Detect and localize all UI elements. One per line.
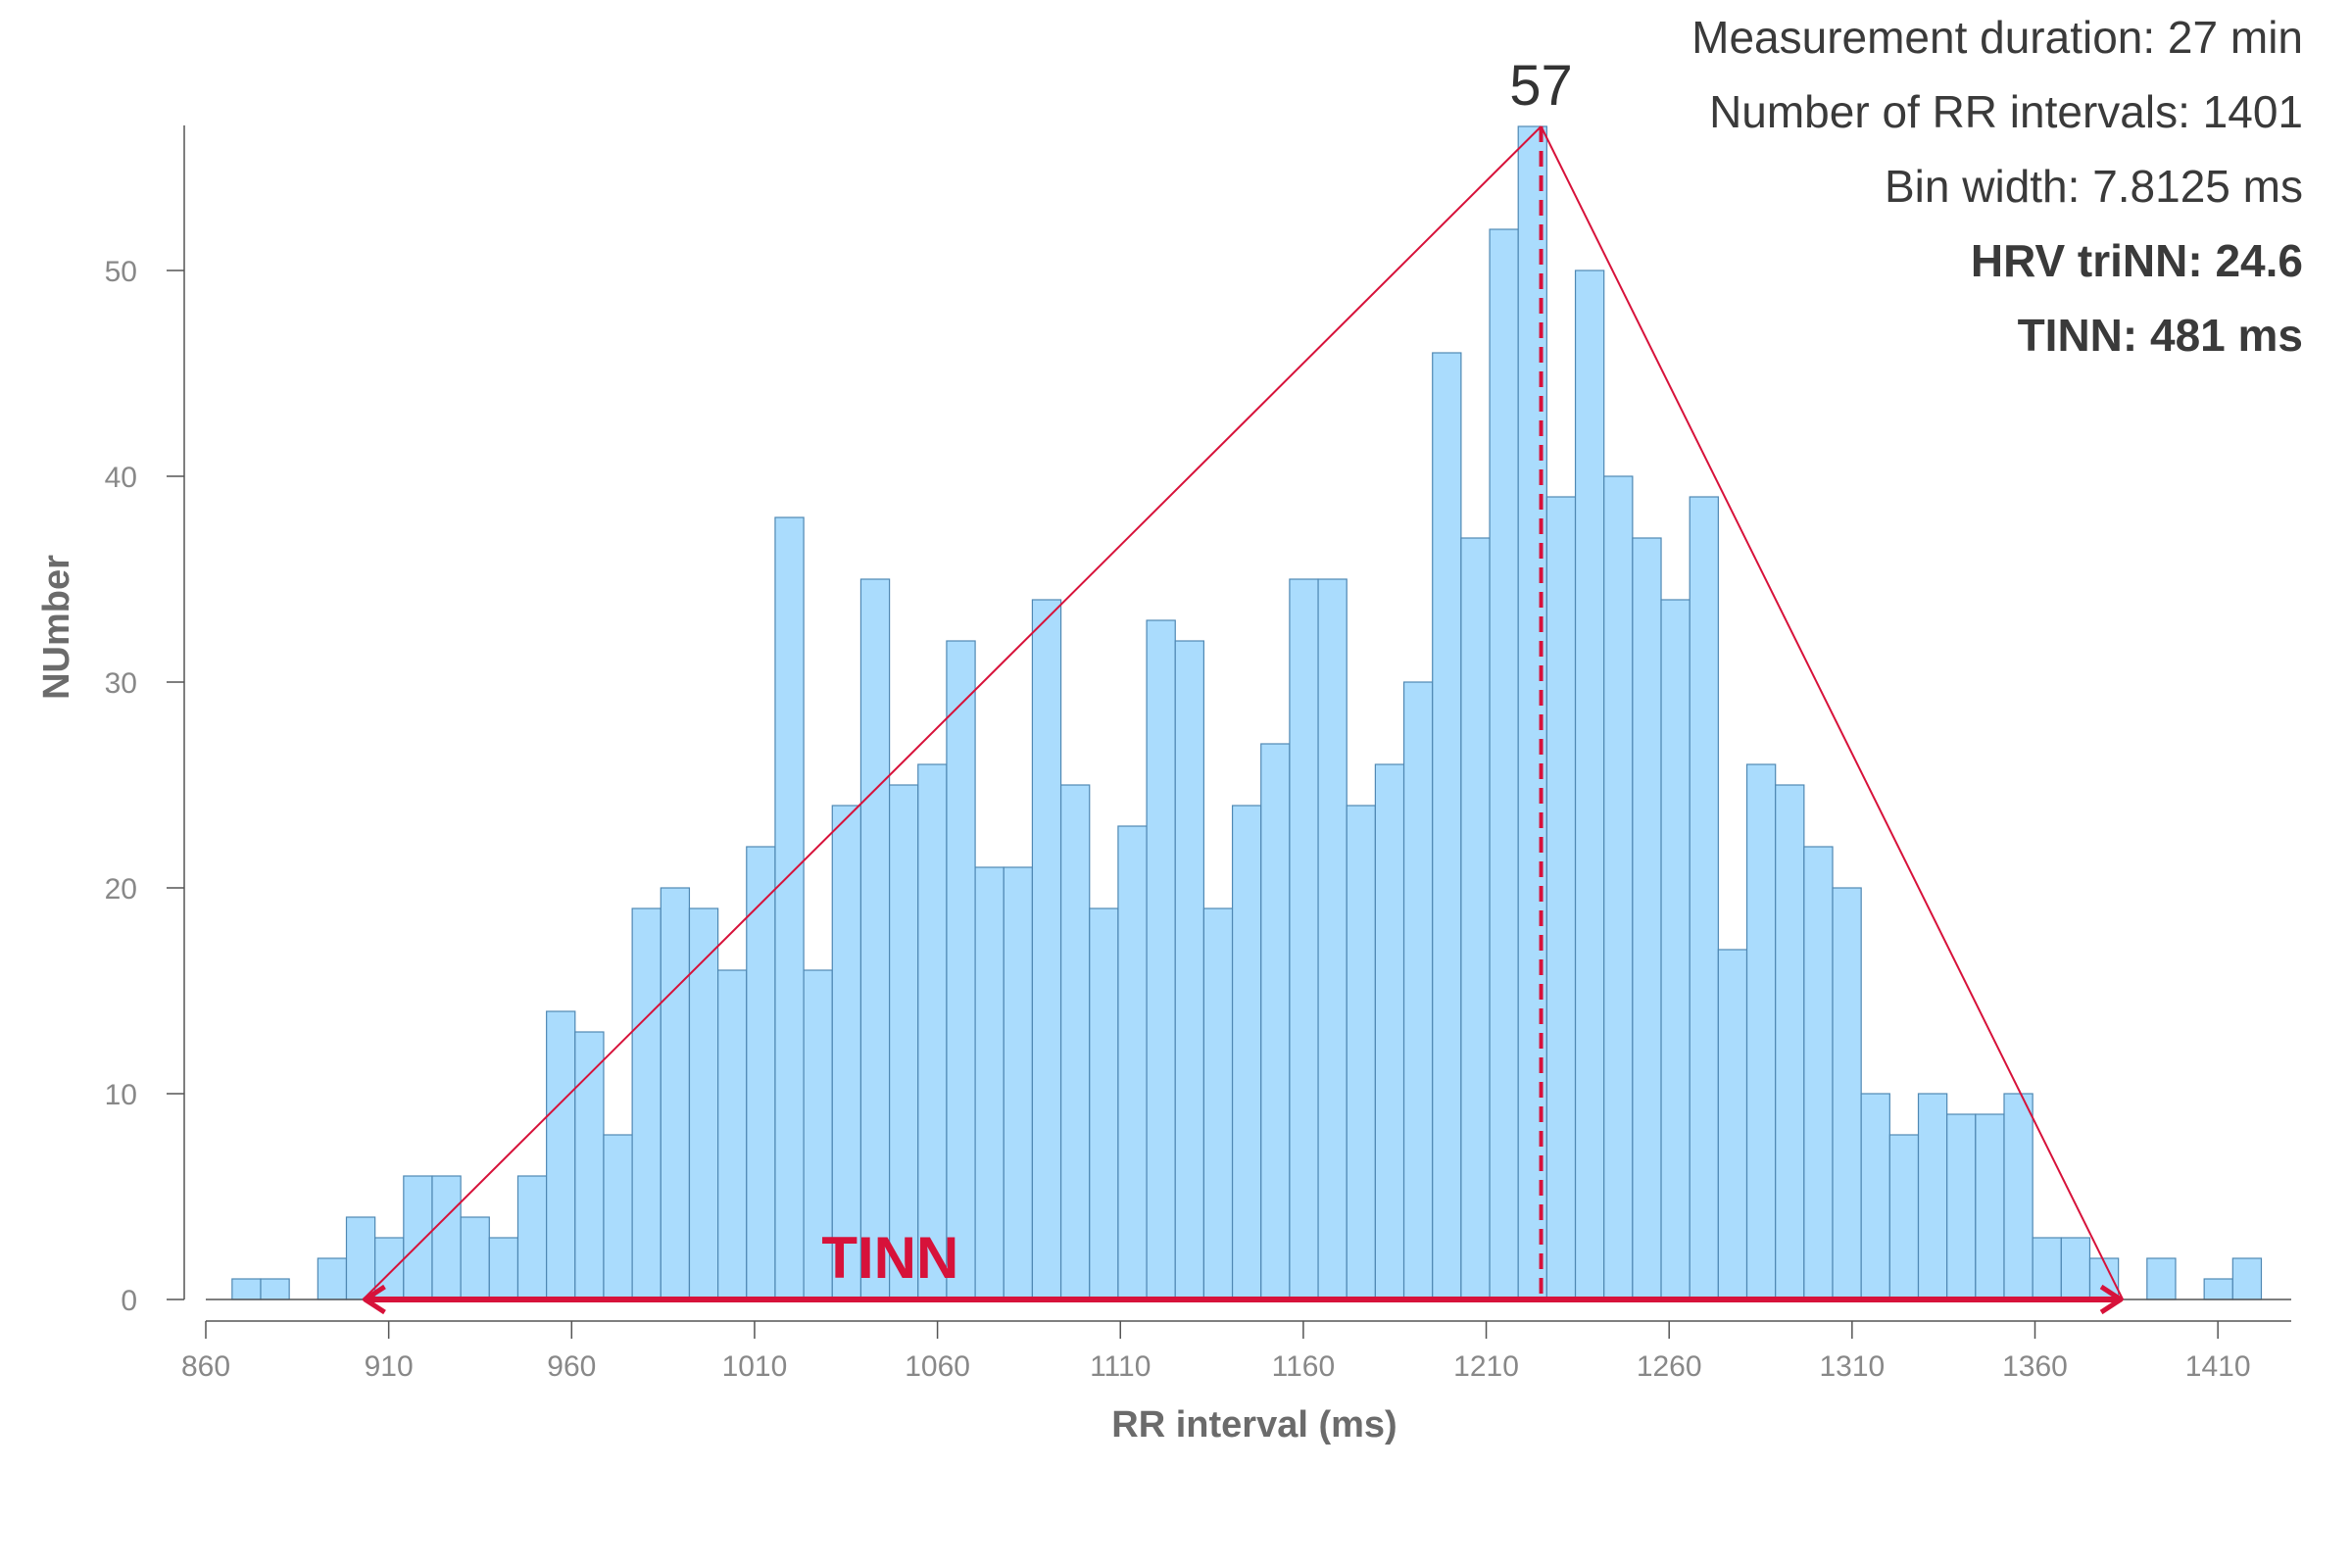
- y-axis-title: NUmber: [36, 555, 77, 700]
- hrv-trinn: HRV triNN: 24.6: [1970, 235, 2303, 286]
- y-tick-label: 0: [121, 1285, 137, 1317]
- histogram-bar: [1574, 270, 1605, 1300]
- histogram-bar: [1803, 846, 1834, 1300]
- histogram-bar: [546, 1010, 576, 1300]
- histogram-bar: [488, 1237, 519, 1300]
- histogram-bar: [1632, 537, 1662, 1300]
- x-tick-label: 1410: [2185, 1350, 2251, 1383]
- histogram-bar: [1946, 1113, 1977, 1300]
- histogram-bar: [859, 578, 891, 1300]
- tinn-arrow-right-head: [2099, 1284, 2124, 1315]
- histogram-bar: [2032, 1237, 2062, 1300]
- histogram-bar: [1545, 496, 1577, 1300]
- axes: 0 10 20 30 40 50 860 910 960 1010 1060 1110 1160 1210…: [105, 125, 2291, 1383]
- histogram-bar: [1860, 1093, 1890, 1300]
- histogram-bar: [1689, 496, 1719, 1300]
- histogram-bar: [946, 640, 976, 1300]
- x-tick-label: 1110: [1090, 1350, 1151, 1383]
- histogram-bar: [2003, 1093, 2034, 1300]
- histogram-bar: [1832, 887, 1862, 1300]
- histogram-bar: [1745, 763, 1777, 1300]
- histogram-bar: [803, 969, 833, 1300]
- histogram-bar: [1174, 640, 1204, 1300]
- histogram-bar: [774, 516, 805, 1300]
- histogram-bar: [1260, 743, 1291, 1300]
- histogram-bar: [460, 1216, 490, 1300]
- y-tick-label: 50: [105, 256, 137, 288]
- histogram-bar: [1059, 784, 1091, 1300]
- histogram-bar: [403, 1175, 433, 1300]
- histogram-bar: [2060, 1237, 2091, 1300]
- tinn-label: TINN: [821, 1225, 958, 1291]
- histogram-bar: [2146, 1257, 2177, 1300]
- tinn-value: TINN: 481 ms: [2017, 310, 2303, 361]
- x-tick-label: 910: [365, 1350, 414, 1383]
- histogram-bar: [1202, 907, 1234, 1300]
- y-tick-label: 20: [105, 873, 137, 906]
- x-tick-label: 1310: [1819, 1350, 1885, 1383]
- histogram-bar: [1003, 866, 1034, 1300]
- histogram-bar: [231, 1278, 262, 1300]
- histogram-bar: [688, 907, 719, 1300]
- histogram-bar: [1717, 949, 1748, 1300]
- x-tick-label: 1260: [1637, 1350, 1702, 1383]
- histogram-bar: [974, 866, 1004, 1300]
- x-tick-label: 1360: [2002, 1350, 2068, 1383]
- x-tick-label: 1060: [905, 1350, 970, 1383]
- histogram-bar: [1975, 1113, 2005, 1300]
- x-tick-label: 960: [547, 1350, 596, 1383]
- histogram-bar: [1117, 825, 1148, 1300]
- histogram-bar: [574, 1031, 605, 1300]
- x-tick-label: 1160: [1272, 1350, 1336, 1383]
- histogram-bar: [1146, 619, 1176, 1300]
- histogram-bar: [1460, 537, 1491, 1300]
- histogram-bar: [431, 1175, 462, 1300]
- x-axis-title: RR interval (ms): [1111, 1404, 1396, 1446]
- histogram-bar: [1317, 578, 1348, 1300]
- histogram-bar: [1489, 228, 1519, 1300]
- histogram-bar: [345, 1216, 376, 1300]
- histogram-bar: [2231, 1257, 2263, 1300]
- tinn-overlay: [362, 125, 2124, 1315]
- histogram-bar: [2203, 1278, 2233, 1300]
- x-tick-label: 1010: [722, 1350, 788, 1383]
- histogram-bars: [231, 125, 2263, 1300]
- histogram-bar: [1603, 475, 1634, 1300]
- histogram-bar: [1031, 599, 1062, 1300]
- histogram-bar: [1231, 805, 1262, 1300]
- histogram-bar: [1346, 805, 1376, 1300]
- histogram-bar: [1517, 125, 1547, 1300]
- histogram-bar: [1289, 578, 1319, 1300]
- histogram-bar: [1432, 352, 1462, 1300]
- histogram-bar: [1888, 1134, 1920, 1300]
- x-tick-label: 1210: [1453, 1350, 1519, 1383]
- histogram-bar: [1402, 681, 1434, 1300]
- histogram-bar: [1917, 1093, 1948, 1300]
- histogram-bar: [516, 1175, 548, 1300]
- y-tick-label: 30: [105, 667, 137, 700]
- histogram-bar: [631, 907, 662, 1300]
- tinn-arrow-left-head: [363, 1284, 386, 1315]
- histogram-bar: [717, 969, 748, 1300]
- histogram-bar: [317, 1257, 348, 1300]
- y-tick-label: 10: [105, 1079, 137, 1111]
- x-tick-label: 860: [181, 1350, 230, 1383]
- histogram-bar: [917, 763, 948, 1300]
- triangle-right-edge: [1540, 125, 2124, 1300]
- histogram-bar: [1374, 763, 1405, 1300]
- histogram-bar: [1089, 907, 1119, 1300]
- y-tick-label: 40: [105, 462, 137, 494]
- bin-width: Bin width: 7.8125 ms: [1884, 161, 2303, 212]
- rr-interval-count: Number of RR intervals: 1401: [1709, 86, 2303, 137]
- peak-value-label: 57: [1509, 54, 1573, 118]
- histogram-bar: [260, 1278, 290, 1300]
- histogram-bar: [660, 887, 691, 1300]
- histogram-bar: [603, 1134, 633, 1300]
- triangle-left-edge: [362, 125, 1543, 1300]
- measurement-duration: Measurement duration: 27 min: [1691, 12, 2303, 63]
- histogram-bar: [1660, 599, 1690, 1300]
- histogram-bar: [888, 784, 919, 1300]
- histogram-bar: [1775, 784, 1805, 1300]
